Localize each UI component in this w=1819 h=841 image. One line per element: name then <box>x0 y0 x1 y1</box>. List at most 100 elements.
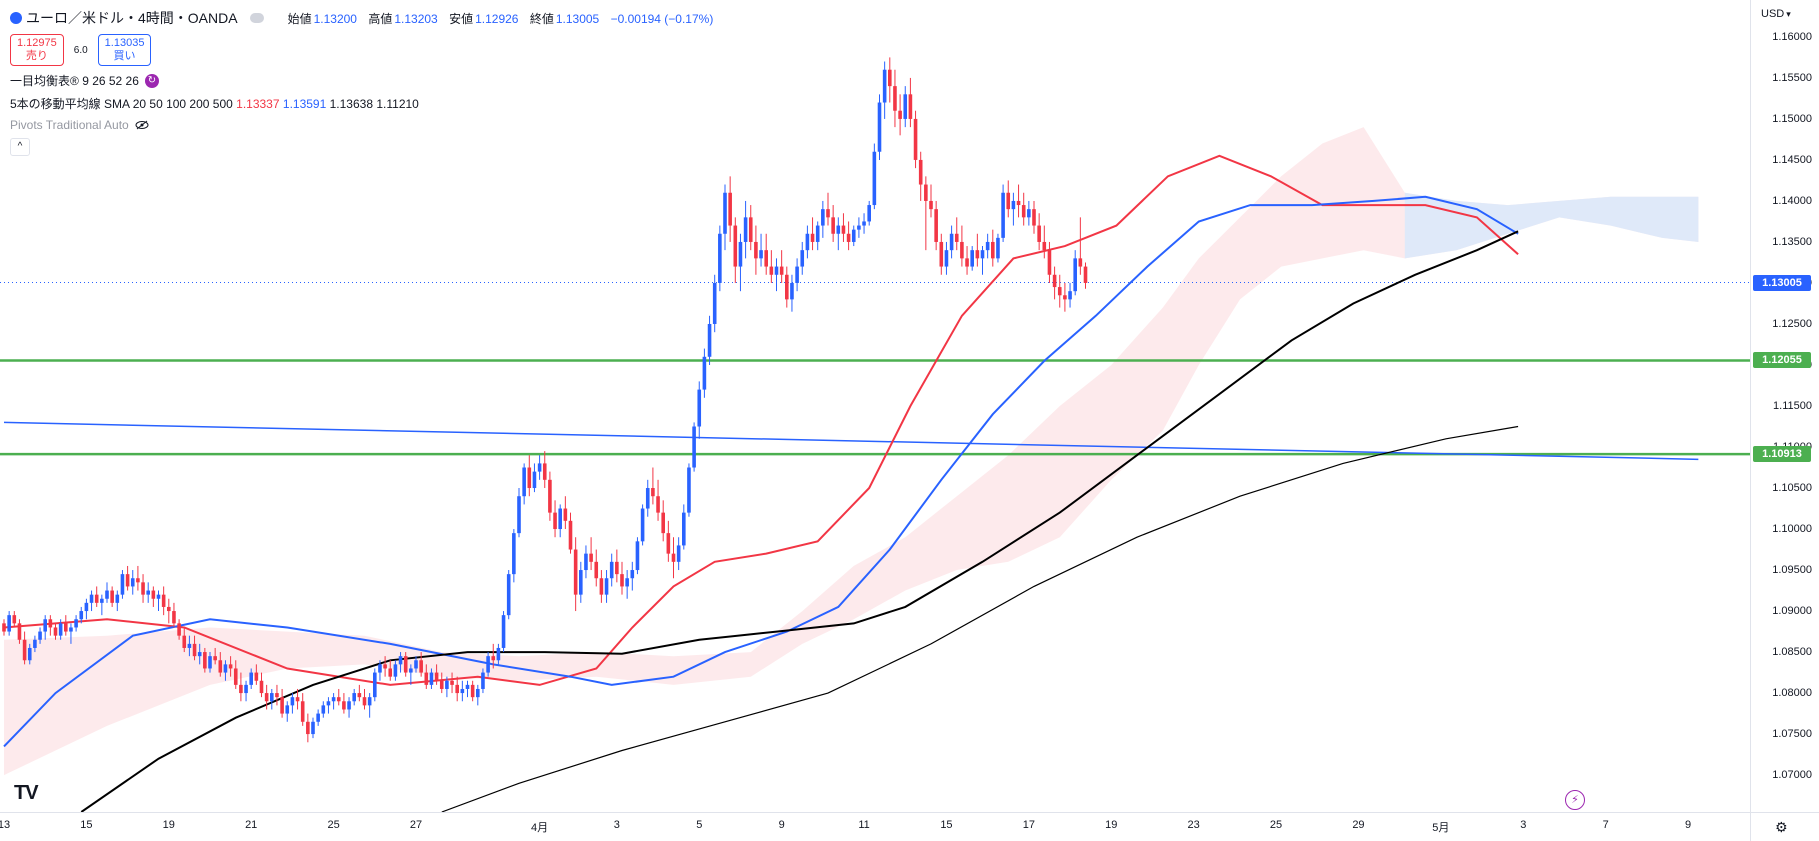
sma-legend[interactable]: 5本の移動平均線 SMA 20 50 100 200 500 1.13337 1… <box>10 95 713 112</box>
candle <box>491 643 496 669</box>
candle <box>64 615 68 636</box>
candle <box>836 217 841 251</box>
candle-body <box>496 647 501 661</box>
price-axis[interactable]: USD 1.07000 1.07500 1.08000 1.08500 1.09000 1… <box>1750 0 1819 812</box>
candle-body <box>476 688 480 698</box>
candle <box>378 660 382 681</box>
symbol-title[interactable]: ユーロ／米ドル・4時間・OANDA <box>26 10 238 26</box>
candle <box>130 570 135 595</box>
candle <box>857 217 861 238</box>
ichimoku-legend[interactable]: 一目均衡表® 9 26 52 26 ↻ <box>10 72 713 89</box>
candle-body <box>403 656 408 673</box>
candle <box>383 656 387 677</box>
candle-body <box>38 631 42 640</box>
lightning-icon[interactable]: ⚡ <box>1565 790 1585 810</box>
axis-settings[interactable]: ⚙ <box>1750 812 1819 841</box>
candle-body <box>805 233 810 251</box>
candle-body <box>290 697 295 706</box>
candle-body <box>120 574 125 595</box>
candle <box>424 664 429 689</box>
candle <box>1083 262 1088 289</box>
candle-body <box>1083 266 1088 283</box>
time-tick-label: 19 <box>1105 819 1118 831</box>
trendline <box>3 421 1699 461</box>
candle-body <box>620 574 624 587</box>
candle <box>311 717 315 739</box>
candle <box>445 676 449 698</box>
currency-selector[interactable]: USD <box>1761 8 1791 20</box>
candle <box>743 200 748 259</box>
sma-params: SMA 20 50 100 200 500 <box>104 96 233 111</box>
pivots-legend[interactable]: Pivots Traditional Auto <box>10 118 713 132</box>
candle <box>826 192 830 226</box>
time-tick-label: 21 <box>245 819 258 831</box>
candle-body <box>156 594 161 599</box>
hidden-eye-icon[interactable] <box>135 120 149 130</box>
candle-body <box>568 520 573 550</box>
candle-body <box>275 693 279 698</box>
time-tick-label: 3 <box>1520 819 1527 831</box>
candle-body <box>342 701 346 710</box>
candle <box>872 143 877 210</box>
close-label: 終値 <box>529 11 554 26</box>
time-tick-label: 5 <box>696 819 703 831</box>
candle <box>934 200 938 251</box>
candle <box>548 471 552 521</box>
price-chart[interactable] <box>0 0 1750 812</box>
sell-button[interactable]: 1.12975 売り <box>10 34 64 66</box>
candle-body <box>12 615 17 624</box>
candle-body <box>1011 200 1016 210</box>
candle-body <box>331 697 336 702</box>
candle-body <box>991 241 995 259</box>
candle-body <box>671 553 676 562</box>
candle <box>810 217 815 251</box>
tradingview-logo[interactable]: TV <box>14 782 39 804</box>
candle <box>12 611 17 628</box>
time-tick-label: 27 <box>409 819 423 831</box>
candle-body <box>944 250 949 267</box>
candle <box>759 233 763 267</box>
candle-body <box>924 184 928 201</box>
candle <box>455 676 459 702</box>
candle <box>563 496 568 530</box>
candle <box>156 590 161 612</box>
candle <box>522 463 526 505</box>
candle <box>831 205 835 242</box>
candle-body <box>486 656 490 673</box>
candle <box>187 635 192 657</box>
candle <box>537 455 542 480</box>
sma-line-0 <box>3 154 1519 686</box>
candle <box>630 561 635 591</box>
candle <box>362 688 367 710</box>
gear-icon[interactable]: ⚙ <box>1775 819 1788 835</box>
candle-body <box>872 151 877 206</box>
candle <box>326 697 331 714</box>
candle-body <box>2 623 6 632</box>
candle <box>671 537 676 579</box>
candle <box>1057 274 1062 308</box>
refresh-icon[interactable]: ↻ <box>144 73 159 88</box>
candle-body <box>450 680 454 685</box>
time-axis[interactable]: 13 15 19 21 25 27 4月 3 5 9 11 15 17 19 23 25 29 5月 3 7 9 <box>0 812 1750 841</box>
candle-body <box>22 639 27 661</box>
candle <box>398 652 403 673</box>
candle <box>579 561 583 603</box>
buy-button[interactable]: 1.13035 買い <box>97 34 152 66</box>
price-tick-label: 1.13500 <box>1772 235 1812 248</box>
time-tick-label: 9 <box>1684 819 1692 831</box>
candle-body <box>831 217 835 234</box>
candle-body <box>645 488 650 509</box>
candle-body <box>424 672 429 685</box>
candle-body <box>599 578 604 595</box>
candle-body <box>748 217 753 242</box>
candle-body <box>882 69 887 103</box>
collapse-legend-button[interactable]: ^ <box>10 138 30 156</box>
candle <box>1068 282 1072 308</box>
candle <box>290 693 295 714</box>
candle-body <box>197 652 202 657</box>
price-tick-label: 1.16000 <box>1772 30 1812 43</box>
candle <box>7 611 11 636</box>
candle <box>259 672 264 698</box>
candle <box>733 217 738 283</box>
candle-body <box>676 545 681 562</box>
